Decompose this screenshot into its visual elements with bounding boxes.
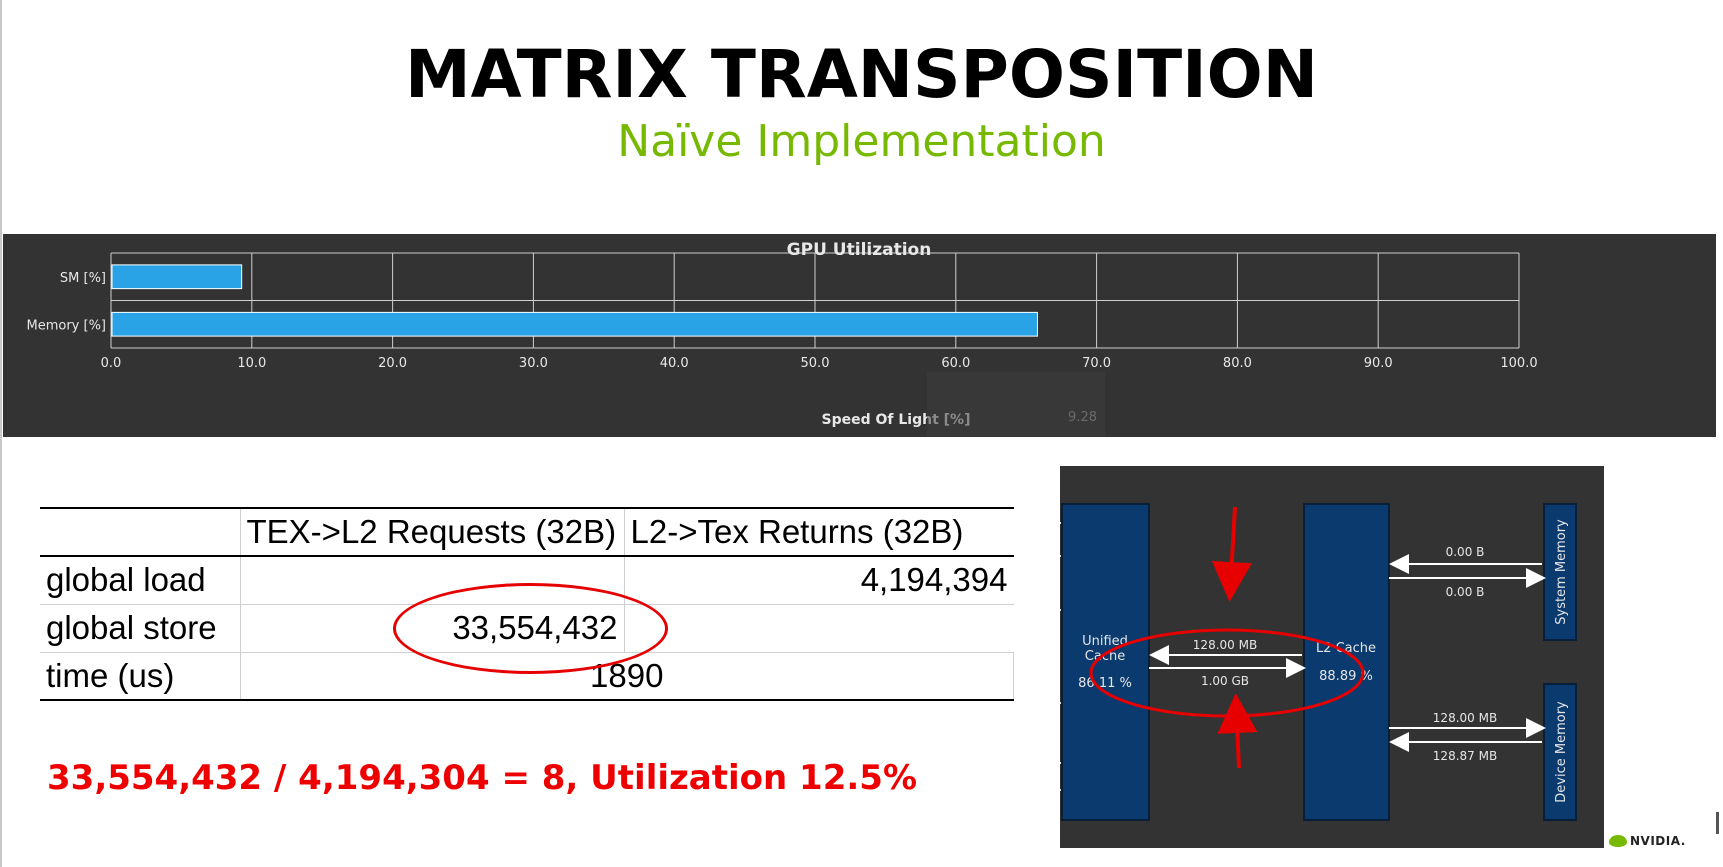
link-label-device-top: 128.00 MB (1433, 711, 1497, 725)
row-label: time (us) (40, 651, 241, 701)
slide-title: MATRIX TRANSPOSITION (404, 36, 1319, 113)
link-label-device-bottom: 128.87 MB (1433, 749, 1497, 763)
utilization-formula: 33,554,432 / 4,194,304 = 8, Utilization … (47, 758, 918, 798)
l2-cache-value: 88.89 % (1319, 669, 1373, 684)
device-memory-block (1543, 683, 1577, 821)
x-tick-label: 30.0 (519, 356, 548, 371)
device-memory-label: Device Memory (1554, 701, 1569, 803)
link-label-system-bottom: 0.00 B (1446, 585, 1485, 599)
chart-title: GPU Utilization (787, 240, 932, 260)
time-cell: 1890 (239, 651, 1014, 701)
unified-cache-label-2: Cache (1085, 649, 1125, 664)
scroll-indicator (1716, 812, 1719, 834)
table-header-row: TEX->L2 Requests (32B) L2->Tex Returns (… (40, 507, 1014, 557)
link-label-unified-l2-bottom: 1.00 GB (1201, 674, 1249, 688)
x-tick-label: 80.0 (1223, 356, 1252, 371)
system-memory-block (1543, 503, 1577, 641)
x-tick-label: 0.0 (101, 356, 122, 371)
x-tick-label: 70.0 (1082, 356, 1111, 371)
table-row: global load 4,194,394 (40, 555, 1014, 605)
row-label: global store (40, 603, 241, 653)
gpu-utilization-svg: 0.0 10.0 20.0 30.0 40.0 50.0 60.0 70.0 80.0 90.0 1… (27, 240, 1538, 436)
x-tick-label: 60.0 (941, 356, 970, 371)
nvidia-logo: NVIDIA. (1609, 834, 1686, 848)
link-label-unified-l2-top: 128.00 MB (1193, 638, 1257, 652)
x-tick-label: 50.0 (801, 356, 830, 371)
unified-cache-label-1: Unified (1082, 634, 1128, 649)
overlay-tooltip-box (927, 372, 1105, 436)
x-tick-label: 40.0 (660, 356, 689, 371)
bar-sm (111, 264, 243, 290)
requests-table: TEX->L2 Requests (32B) L2->Tex Returns (… (40, 507, 1014, 701)
table-row: time (us) 1890 (40, 651, 1014, 701)
category-label: Memory [%] (27, 318, 107, 333)
chart-categories: SM [%] Memory [%] (27, 271, 107, 334)
chart-bars (111, 264, 1038, 337)
memory-diagram: Unified Cache 86.11 % L2 Cache 88.89 % S… (1060, 466, 1604, 848)
row-label: global load (40, 555, 241, 605)
chart-x-ticks: 0.0 10.0 20.0 30.0 40.0 50.0 60.0 70.0 80.0 90.0 1… (101, 356, 1538, 371)
returns-cell: 4,194,394 (623, 555, 1014, 605)
table-header-returns: L2->Tex Returns (32B) (623, 507, 1014, 557)
nvidia-logo-text: NVIDIA. (1630, 834, 1686, 848)
requests-cell (239, 555, 625, 605)
nvidia-eye-icon (1609, 835, 1627, 847)
unified-cache-block (1061, 503, 1150, 821)
l2-cache-block (1303, 503, 1390, 821)
gpu-utilization-chart: 0.0 10.0 20.0 30.0 40.0 50.0 60.0 70.0 80.0 90.0 1… (3, 234, 1716, 437)
x-tick-label: 100.0 (1500, 356, 1537, 371)
returns-cell (623, 603, 1014, 653)
x-tick-label: 20.0 (378, 356, 407, 371)
bar-memory (111, 311, 1038, 337)
red-arrow-up (1217, 693, 1258, 769)
table-header-empty (40, 507, 241, 557)
x-tick-label: 10.0 (237, 356, 266, 371)
slide-subtitle: Naïve Implementation (617, 116, 1106, 167)
table-header-requests: TEX->L2 Requests (32B) (239, 507, 625, 557)
requests-cell: 33,554,432 (239, 603, 625, 653)
memory-diagram-svg: Unified Cache 86.11 % L2 Cache 88.89 % S… (1060, 503, 1577, 821)
x-tick-label: 90.0 (1364, 356, 1393, 371)
link-label-system-top: 0.00 B (1446, 545, 1485, 559)
system-memory-label: System Memory (1554, 519, 1569, 625)
unified-cache-value: 86.11 % (1078, 676, 1132, 691)
table-row: global store 33,554,432 (40, 603, 1014, 653)
red-arrow-down (1211, 506, 1252, 602)
overlay-value-label: 9.28 (1068, 410, 1097, 425)
category-label: SM [%] (60, 271, 106, 286)
